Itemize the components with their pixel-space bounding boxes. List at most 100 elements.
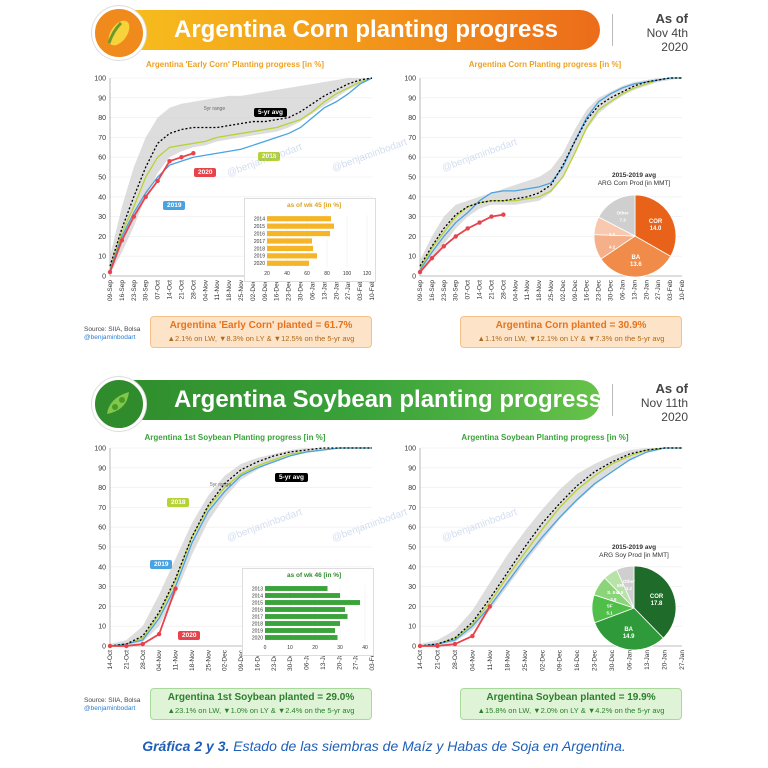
x-tick-label: 04-Nov [156, 649, 163, 671]
early-corn-2019-label: 2019 [163, 201, 186, 210]
soy-source-text: Source: SIIA, Bolsa [84, 697, 141, 704]
first-soy-inset-title: as of wk 46 [in %] [287, 572, 342, 579]
data-point-2020 [131, 214, 137, 219]
inset-category-label: 2019 [252, 628, 263, 634]
data-point-2020 [167, 158, 172, 164]
x-tick-label: 14-Oct [107, 650, 114, 670]
corn-asof-date: Nov 4th 2020 [646, 26, 688, 54]
inset-x-tick: 20 [264, 271, 270, 277]
y-tick-label: 90 [98, 465, 106, 472]
x-tick-label: 03-Feb [357, 280, 364, 301]
data-point-2020 [417, 643, 423, 649]
pie-slice-value: 3.2 [626, 586, 633, 591]
x-tick-label: 18-Nov [226, 279, 233, 301]
inset-category-label: 2016 [254, 231, 265, 237]
early-corn-2020-label: 2020 [194, 168, 217, 177]
y-tick-label: 20 [408, 234, 416, 241]
x-tick-label: 23-Sep [131, 280, 138, 301]
soy-chart: 0 10 20 30 40 50 60 70 80 90 100 14-Oct 21-Oct 28-Oct… [404, 446, 686, 671]
x-tick-label: 16-Sep [119, 280, 126, 301]
inset-category-label: 2015 [252, 600, 263, 606]
pie-slice-value: 14.0 [650, 226, 662, 232]
x-tick-label: 28-Oct [140, 650, 147, 670]
x-tick-label: 20-Jan [662, 650, 669, 670]
x-tick-label: 10-Feb [369, 280, 376, 301]
data-point-2020 [119, 238, 125, 243]
first-soy-2020-label: 2020 [178, 631, 201, 640]
x-tick-label: 11-Nov [173, 649, 180, 670]
y-tick-label: 30 [98, 214, 106, 221]
soy-twitter-handle[interactable]: @benjaminbodart [84, 705, 136, 712]
inset-bar [265, 607, 345, 612]
pie-slice [633, 565, 677, 639]
y-tick-label: 100 [94, 446, 106, 453]
data-point-2020 [429, 255, 435, 261]
inset-x-tick: 30 [337, 645, 343, 651]
caption-text: Estado de las siembras de Maíz y Habas d… [229, 738, 626, 754]
first-soy-chart-title: Argentina 1st Soybean Planting progress … [144, 433, 326, 442]
soy-pie-title: 2015-2019 avg ARG Soy Prod [in MMT] [588, 544, 680, 560]
inset-x-tick: 120 [363, 271, 372, 277]
series-line-2018 [419, 447, 682, 647]
y-tick-label: 40 [408, 194, 416, 201]
x-tick-label: 03-Feb [667, 280, 674, 301]
y-tick-label: 60 [408, 525, 416, 532]
y-tick-label: 20 [98, 234, 106, 241]
corn-source: Source: SIIA, Bolsa @benjaminbodart [84, 326, 140, 342]
inset-x-tick: 100 [343, 271, 352, 277]
y-tick-label: 90 [408, 465, 416, 472]
inset-bar [267, 260, 309, 266]
x-tick-label: 30-Sep [453, 280, 460, 301]
pie-slice-value: 14.9 [623, 634, 635, 640]
corn-asof: As of Nov 4th 2020 [620, 12, 688, 55]
x-tick-label: 16-Dec [574, 649, 581, 671]
pie-slice-label: BA [624, 627, 633, 633]
pie-slice [598, 194, 636, 237]
inset-x-tick: 0 [264, 645, 267, 651]
inset-category-label: 2018 [254, 246, 265, 252]
inset-x-tick: 40 [284, 271, 290, 277]
y-tick-label: 70 [98, 135, 106, 142]
y-tick-label: 60 [98, 155, 106, 162]
pie-slice-label: Other [617, 211, 629, 216]
inset-bar [265, 635, 338, 640]
data-point-2020 [441, 244, 447, 249]
first-soy-2019-label: 2019 [150, 560, 173, 569]
y-tick-label: 10 [408, 624, 416, 631]
y-tick-label: 70 [408, 135, 416, 142]
x-tick-label: 18-Nov [536, 279, 543, 301]
soy-asof-divider [612, 384, 613, 416]
data-point-2020 [107, 643, 113, 649]
corn-twitter-handle[interactable]: @benjaminbodart [84, 334, 136, 341]
series-line-2018 [419, 77, 682, 269]
early-corn-inset-title: as of wk 45 [in %] [287, 202, 342, 209]
data-point-2020 [477, 220, 482, 225]
caption-bold: Gráfica 2 y 3. [142, 738, 230, 754]
corn-summary-title: Argentina Corn planted = 30.9% [495, 320, 647, 331]
x-tick-label: 13-Jan [644, 650, 651, 670]
y-tick-label: 60 [408, 155, 416, 162]
data-point-2020 [173, 586, 178, 591]
data-point-2020 [453, 234, 458, 239]
data-point-2020 [155, 178, 160, 184]
series-line-2020 [419, 213, 504, 273]
x-tick-label: 20-Jan [336, 650, 343, 670]
inset-bar [267, 216, 331, 222]
y-tick-label: 10 [408, 254, 416, 261]
data-point-2020 [465, 226, 470, 231]
soy-summary-sub: ▲15.8% on LW, ▼2.0% on LY & ▼4.2% on the… [477, 706, 665, 715]
y-tick-label: 0 [102, 644, 106, 651]
range-band [110, 78, 372, 275]
first-soy-summary-sub: ▲23.1% on LW, ▼1.0% on LY & ▼2.4% on the… [167, 706, 355, 715]
x-tick-label: 23-Dec [286, 279, 293, 301]
inset-x-tick: 10 [287, 645, 293, 651]
y-tick-label: 10 [98, 624, 106, 631]
inset-bar [265, 614, 348, 619]
x-tick-label: 28-Oct [452, 650, 459, 670]
series-line-5-yr-avg [109, 447, 372, 647]
pie-slice [634, 194, 677, 257]
pie-title-line: 2015-2019 avg [611, 544, 657, 551]
pie-title-line: ARG Corn Prod [in MMT] [597, 180, 671, 187]
series-line-2019 [419, 447, 682, 647]
